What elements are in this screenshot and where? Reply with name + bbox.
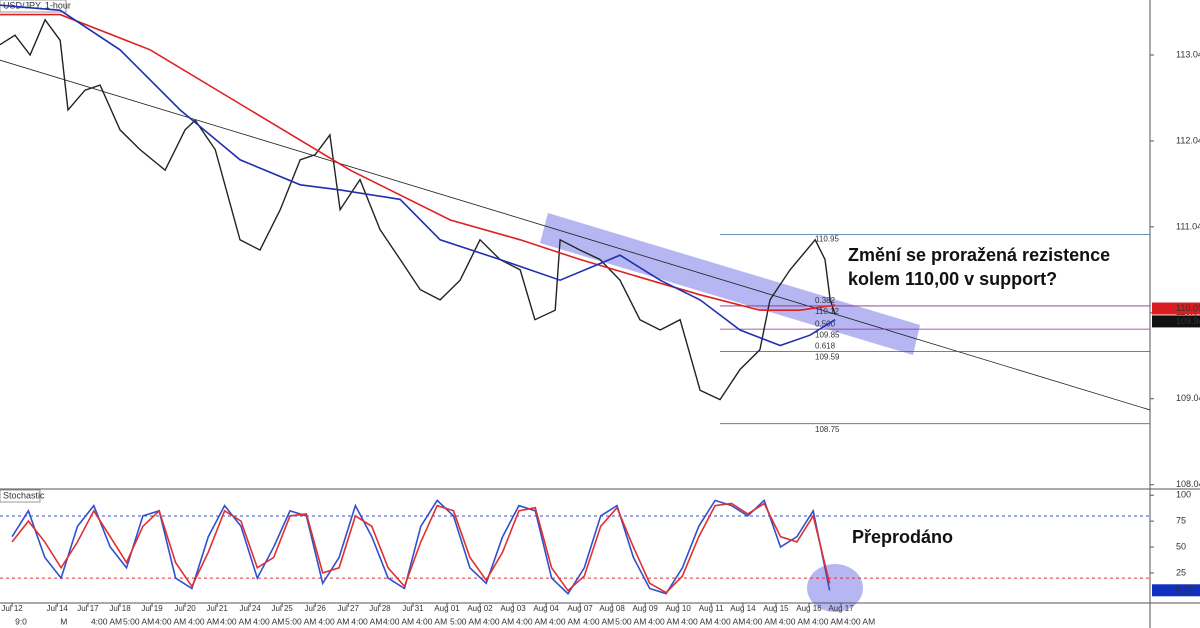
x-tick-label: Aug 16 (796, 604, 822, 613)
x-tick-label: Jul 12 (1, 604, 23, 613)
price-badge-label: 8.27 (1176, 585, 1194, 595)
fib-price: 108.75 (815, 425, 840, 434)
price-badge-label: 109.94 (1176, 316, 1200, 326)
x-tick-label: Jul 25 (272, 604, 294, 613)
x-tick-label: Aug 17 (828, 604, 854, 613)
time-label: 4:00 AM (351, 616, 382, 626)
x-tick-label: Aug 15 (763, 604, 789, 613)
annotation: kolem 110,00 v support? (848, 269, 1057, 289)
time-label: 4:00 AM (844, 616, 875, 626)
time-label: 4:00 AM (746, 616, 777, 626)
price-badge (1152, 584, 1200, 597)
series-line (0, 13, 836, 311)
series-line (0, 18, 836, 401)
time-label: 9:0 (15, 616, 27, 626)
time-label: 4:00 AM (220, 616, 251, 626)
x-tick-label: Aug 10 (665, 604, 691, 613)
x-tick-label: Aug 07 (567, 604, 593, 613)
y-tick-label: 112.04 (1176, 135, 1200, 145)
x-tick-label: Aug 03 (500, 604, 526, 613)
annotation: Přeprodáno (852, 527, 953, 547)
y-tick-label: 50 (1176, 541, 1186, 551)
series-line (11, 498, 831, 595)
title-box (0, 489, 41, 503)
y-tick-label: 75 (1176, 516, 1186, 526)
x-tick-label: Jul 31 (402, 604, 424, 613)
series-line (0, 4, 836, 347)
y-tick-label: 108.04 (1176, 479, 1200, 489)
time-label: 4:00 AM (583, 616, 614, 626)
time-label: 4:00 AM (91, 616, 122, 626)
time-label: 4:00 AM (253, 616, 284, 626)
y-tick-label: 113.04 (1176, 49, 1200, 59)
x-tick-label: Jul 28 (369, 604, 391, 613)
price-badge (1152, 302, 1200, 315)
fib-price: 109.59 (815, 353, 840, 362)
time-label: 4:00 AM (416, 616, 447, 626)
highlight (807, 564, 863, 612)
fib-ratio: 0.500 (815, 319, 836, 328)
x-tick-label: Aug 14 (730, 604, 756, 613)
time-label: M (60, 616, 67, 626)
x-tick-label: Jul 21 (206, 604, 228, 613)
fib-ratio: 0.618 (815, 342, 836, 351)
x-tick-label: Aug 11 (699, 604, 724, 613)
time-label: 5:00 AM (285, 616, 316, 626)
time-label: 4:00 AM (549, 616, 580, 626)
y-tick-label: 100 (1176, 490, 1191, 500)
x-tick-label: Jul 18 (109, 604, 131, 613)
fib-price: 110.95 (815, 235, 839, 244)
y-tick-label: 111.04 (1176, 221, 1200, 231)
time-label: 4:00 AM (681, 616, 712, 626)
time-label: 5:00 AM (450, 616, 481, 626)
x-tick-label: Aug 02 (467, 604, 493, 613)
x-tick-label: Jul 26 (305, 604, 327, 613)
x-tick-label: Aug 01 (434, 604, 460, 613)
time-label: 4:00 AM (714, 616, 745, 626)
annotation: Změní se proražená rezistence (848, 245, 1110, 265)
x-tick-label: Jul 17 (77, 604, 99, 613)
price-badge-label: 110.09 (1176, 303, 1200, 313)
price-badge (1152, 315, 1200, 328)
fib-ratio: 0.382 (815, 296, 836, 305)
x-tick-label: Aug 09 (632, 604, 658, 613)
time-label: 5:00 AM (615, 616, 646, 626)
chart-title: USD/JPY, 1-hour (3, 0, 71, 10)
x-tick-label: Aug 04 (533, 604, 559, 613)
time-label: 4:00 AM (779, 616, 810, 626)
x-tick-label: Aug 08 (599, 604, 625, 613)
time-label: 4:00 AM (812, 616, 843, 626)
x-tick-label: Jul 14 (47, 604, 69, 613)
time-label: 4:00 AM (188, 616, 219, 626)
x-tick-label: Jul 27 (338, 604, 360, 613)
time-label: 4:00 AM (516, 616, 547, 626)
y-tick-label: 109.04 (1176, 393, 1200, 403)
y-tick-label: 25 (1176, 567, 1186, 577)
series-line (11, 502, 831, 594)
x-tick-label: Jul 19 (141, 604, 163, 613)
time-label: 5:00 AM (123, 616, 154, 626)
time-label: 4:00 AM (155, 616, 186, 626)
panel-title: Stochastic (3, 490, 45, 500)
fib-price: 110.12 (815, 307, 839, 316)
time-label: 4:00 AM (383, 616, 414, 626)
time-label: 4:00 AM (483, 616, 514, 626)
fib-price: 109.85 (815, 330, 840, 339)
time-label: 4:00 AM (318, 616, 349, 626)
channel (540, 213, 920, 355)
time-label: 4:00 AM (648, 616, 679, 626)
x-tick-label: Jul 20 (174, 604, 196, 613)
x-tick-label: Jul 24 (239, 604, 261, 613)
